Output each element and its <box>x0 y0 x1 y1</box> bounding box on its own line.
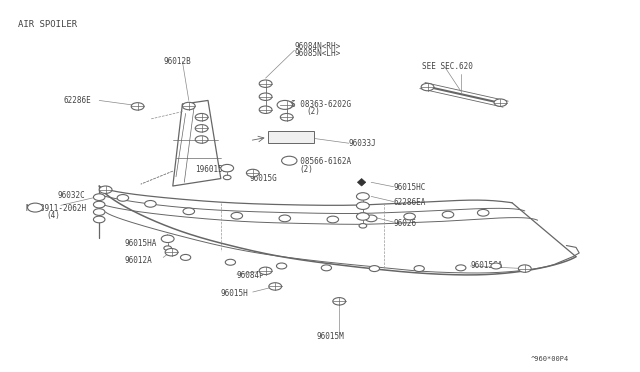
Circle shape <box>93 216 105 223</box>
Circle shape <box>327 216 339 223</box>
Circle shape <box>164 246 172 250</box>
Circle shape <box>518 265 531 272</box>
Circle shape <box>259 106 272 113</box>
Circle shape <box>282 156 297 165</box>
Text: S 08363-6202G: S 08363-6202G <box>291 100 351 109</box>
Circle shape <box>491 263 501 269</box>
Circle shape <box>280 113 293 121</box>
Text: 96032C: 96032C <box>58 191 85 200</box>
Circle shape <box>421 83 434 91</box>
Text: 96015GA: 96015GA <box>470 262 503 270</box>
Circle shape <box>276 263 287 269</box>
Circle shape <box>223 175 231 180</box>
Text: 196015HB: 196015HB <box>195 165 232 174</box>
Text: 96012B: 96012B <box>163 57 191 66</box>
Circle shape <box>269 283 282 290</box>
Circle shape <box>99 186 112 193</box>
Text: 96084N<RH>: 96084N<RH> <box>294 42 340 51</box>
Circle shape <box>259 267 272 275</box>
Text: 96015HA: 96015HA <box>125 239 157 248</box>
Circle shape <box>182 102 195 110</box>
Text: 96026: 96026 <box>394 219 417 228</box>
Bar <box>268 131 314 143</box>
Text: 62286EA: 62286EA <box>394 198 426 207</box>
Circle shape <box>365 215 377 222</box>
Text: N: N <box>33 205 37 210</box>
Text: 62286E: 62286E <box>64 96 92 105</box>
Circle shape <box>442 211 454 218</box>
Circle shape <box>93 201 105 208</box>
Text: 96085N<LH>: 96085N<LH> <box>294 49 340 58</box>
Circle shape <box>414 266 424 272</box>
Circle shape <box>183 208 195 215</box>
Circle shape <box>321 265 332 271</box>
Circle shape <box>145 201 156 207</box>
Circle shape <box>477 209 489 216</box>
Circle shape <box>259 93 272 100</box>
Circle shape <box>359 203 367 208</box>
Circle shape <box>456 265 466 271</box>
Circle shape <box>180 254 191 260</box>
Circle shape <box>93 194 105 201</box>
Text: S: S <box>287 158 291 163</box>
Circle shape <box>494 99 507 106</box>
Text: S: S <box>283 102 287 108</box>
Circle shape <box>117 195 129 201</box>
Circle shape <box>195 136 208 143</box>
Text: SEE SEC.620: SEE SEC.620 <box>422 62 473 71</box>
Circle shape <box>131 103 144 110</box>
Text: 96015G: 96015G <box>250 174 277 183</box>
Circle shape <box>246 169 259 177</box>
Circle shape <box>280 101 293 109</box>
Circle shape <box>356 213 369 220</box>
Text: 96015M: 96015M <box>317 332 344 341</box>
Circle shape <box>333 298 346 305</box>
Circle shape <box>277 100 292 109</box>
Circle shape <box>161 235 174 243</box>
Circle shape <box>195 113 208 121</box>
Text: (2): (2) <box>306 107 320 116</box>
Circle shape <box>259 80 272 87</box>
Text: AIR SPOILER: AIR SPOILER <box>18 20 77 29</box>
Polygon shape <box>357 179 365 186</box>
Circle shape <box>28 203 43 212</box>
Circle shape <box>356 193 369 200</box>
Text: 96015H: 96015H <box>221 289 248 298</box>
Text: (4): (4) <box>47 211 61 220</box>
Circle shape <box>359 224 367 228</box>
Circle shape <box>93 209 105 215</box>
Circle shape <box>225 259 236 265</box>
Text: 96084P: 96084P <box>237 271 264 280</box>
Circle shape <box>279 215 291 222</box>
Circle shape <box>404 213 415 220</box>
Circle shape <box>195 125 208 132</box>
Circle shape <box>356 202 369 209</box>
Circle shape <box>231 212 243 219</box>
Text: (2): (2) <box>300 165 314 174</box>
Circle shape <box>369 266 380 272</box>
Circle shape <box>221 164 234 172</box>
Circle shape <box>165 248 178 256</box>
Text: 96012A: 96012A <box>125 256 152 265</box>
Text: S 08566-6162A: S 08566-6162A <box>291 157 351 166</box>
Text: N 08911-2062H: N 08911-2062H <box>26 204 86 213</box>
Text: ^960*00P4: ^960*00P4 <box>531 356 570 362</box>
Circle shape <box>359 213 367 217</box>
Text: 96033J: 96033J <box>349 139 376 148</box>
Text: 96015HC: 96015HC <box>394 183 426 192</box>
